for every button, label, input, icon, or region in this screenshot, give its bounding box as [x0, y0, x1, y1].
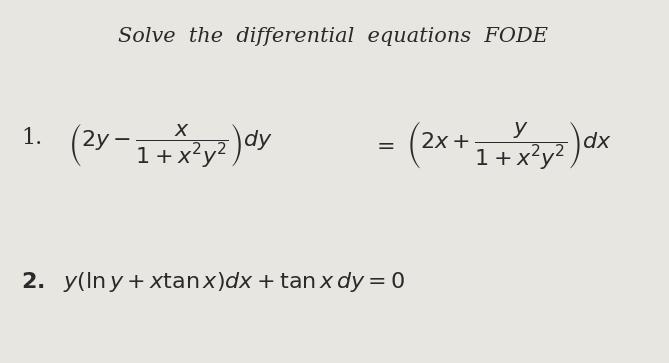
Text: 1.: 1. — [21, 127, 43, 149]
Text: $=$: $=$ — [373, 134, 395, 156]
Text: $\left(2x + \dfrac{y}{1+x^2y^2}\right)dx$: $\left(2x + \dfrac{y}{1+x^2y^2}\right)dx… — [405, 119, 611, 171]
Text: $\mathbf{2.}$  $y\left(\ln y + x\tan x\right)dx + \tan x\,dy = 0$: $\mathbf{2.}$ $y\left(\ln y + x\tan x\ri… — [21, 270, 406, 294]
Text: $\left(2y - \dfrac{x}{1+x^2y^2}\right)dy$: $\left(2y - \dfrac{x}{1+x^2y^2}\right)dy… — [68, 122, 272, 170]
Text: Solve  the  differential  equations  FODE: Solve the differential equations FODE — [118, 26, 548, 46]
